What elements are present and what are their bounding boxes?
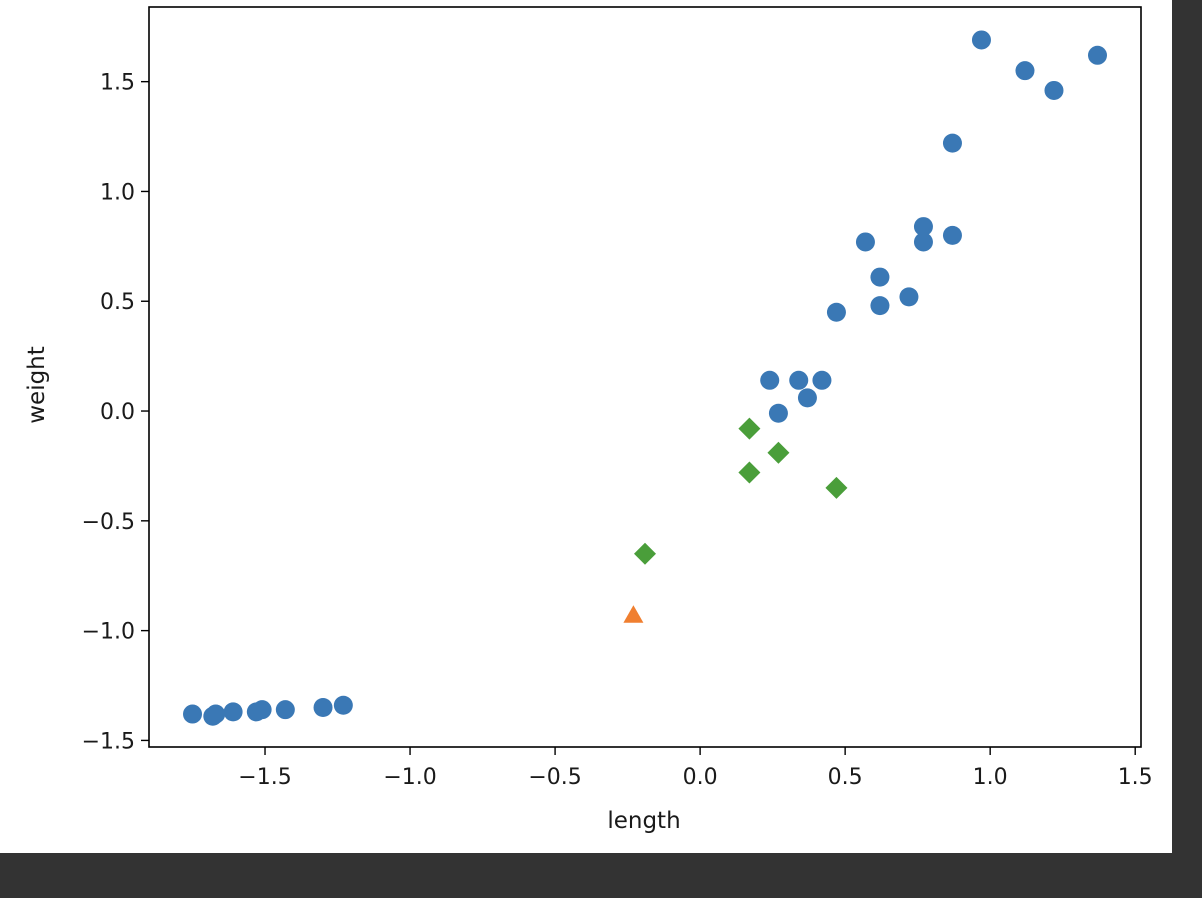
y-tick-label: −0.5 [82, 510, 135, 535]
x-axis: −1.5 −1.0 −0.5 0.0 0.5 1.0 1.5 [238, 747, 1153, 790]
x-tick-label: 0.0 [683, 765, 718, 790]
data-point-circle [942, 225, 962, 245]
data-point-circle [870, 267, 890, 287]
data-point-circle [275, 700, 295, 720]
data-point-circle [768, 403, 788, 423]
data-point-triangle [623, 605, 644, 623]
data-point-diamond [767, 441, 790, 464]
scatter-chart: −1.5 −1.0 −0.5 0.0 0.5 1.0 1.5 −1.5 −1.0 −0.5 0.0… [24, 6, 1153, 834]
data-point-circle [203, 706, 223, 726]
data-point-circle [812, 370, 832, 390]
data-point-circle [870, 296, 890, 316]
figure-canvas: −1.5 −1.0 −0.5 0.0 0.5 1.0 1.5 −1.5 −1.0 −0.5 0.0… [0, 0, 1172, 853]
y-axis: −1.5 −1.0 −0.5 0.0 0.5 1.0 1.5 [82, 71, 149, 754]
x-tick-label: −0.5 [528, 765, 581, 790]
data-point-circle [942, 133, 962, 153]
x-axis-label: length [607, 808, 680, 834]
x-tick-label: 1.5 [1118, 765, 1153, 790]
data-point-circle [223, 702, 243, 722]
data-point-diamond [634, 542, 656, 565]
data-point-circle [1015, 61, 1035, 81]
data-point-circle [971, 30, 991, 50]
points-layer [183, 30, 1107, 726]
data-point-circle [913, 217, 933, 237]
data-point-circle [760, 370, 780, 390]
data-point-circle [855, 232, 875, 252]
x-tick-label: −1.0 [383, 765, 436, 790]
data-point-circle [252, 700, 272, 720]
y-tick-label: 1.0 [100, 180, 135, 205]
plot-frame [148, 6, 1142, 748]
data-point-diamond [825, 476, 848, 499]
data-point-diamond [738, 417, 761, 440]
x-tick-label: 1.0 [973, 765, 1008, 790]
data-point-circle [826, 302, 846, 322]
data-point-circle [899, 287, 919, 307]
data-point-circle [313, 697, 333, 717]
data-point-circle [1044, 80, 1064, 100]
data-point-circle [913, 232, 933, 252]
x-tick-label: 0.5 [828, 765, 863, 790]
data-point-circle [1087, 45, 1107, 65]
y-tick-label: −1.0 [82, 620, 135, 645]
y-tick-label: −1.5 [82, 729, 135, 754]
data-point-circle [789, 370, 809, 390]
x-tick-label: −1.5 [238, 765, 291, 790]
data-point-diamond [738, 461, 761, 484]
data-point-circle [183, 704, 203, 724]
y-tick-label: 0.5 [100, 290, 135, 315]
y-axis-label: weight [24, 346, 50, 424]
data-point-circle [797, 388, 817, 408]
y-tick-label: 0.0 [100, 400, 135, 425]
data-point-circle [333, 695, 353, 715]
y-tick-label: 1.5 [100, 71, 135, 96]
